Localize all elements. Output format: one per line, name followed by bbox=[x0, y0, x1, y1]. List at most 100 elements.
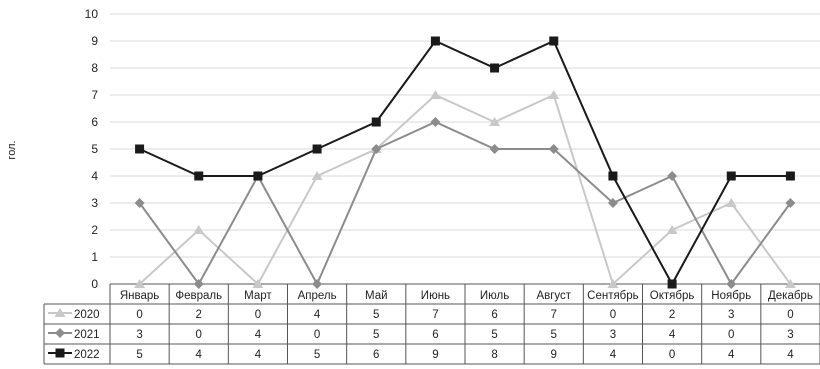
y-tick-label: 0 bbox=[91, 277, 98, 291]
series-lines bbox=[134, 36, 796, 289]
x-category-label: Февраль bbox=[175, 290, 222, 302]
data-point bbox=[194, 171, 204, 181]
table-cell-value: 7 bbox=[551, 309, 557, 321]
data-point bbox=[252, 279, 264, 288]
x-category-label: Ноябрь bbox=[711, 290, 751, 302]
data-point bbox=[371, 117, 381, 127]
x-category-label: Июнь bbox=[421, 290, 450, 302]
data-point bbox=[607, 279, 619, 288]
data-point bbox=[489, 144, 500, 154]
legend-series-name: 2022 bbox=[74, 349, 100, 361]
data-point bbox=[667, 279, 677, 289]
y-tick-label: 9 bbox=[91, 34, 98, 48]
data-table: Январь Февраль Март Апрель Май Июнь Июль Август… bbox=[43, 283, 820, 365]
table-cell-value: 0 bbox=[669, 349, 675, 361]
y-axis-label: гол. bbox=[6, 140, 18, 159]
data-point bbox=[784, 279, 796, 288]
table-cell-value: 3 bbox=[787, 329, 793, 341]
legend-key-marker bbox=[55, 328, 65, 338]
data-point bbox=[548, 90, 560, 99]
table-cell-value: 4 bbox=[314, 309, 321, 321]
data-point bbox=[134, 198, 145, 208]
table-cell-value: 4 bbox=[728, 349, 735, 361]
data-point bbox=[726, 279, 737, 289]
y-tick-label: 3 bbox=[91, 196, 98, 210]
table-cell-value: 4 bbox=[669, 329, 676, 341]
series-line bbox=[138, 120, 792, 287]
y-tick-label: 1 bbox=[91, 250, 98, 264]
data-point bbox=[253, 171, 263, 181]
table-cell-value: 5 bbox=[373, 309, 379, 321]
table-cell-value: 5 bbox=[551, 329, 557, 341]
table-cell-value: 0 bbox=[787, 309, 793, 321]
y-tick-label: 10 bbox=[85, 7, 99, 21]
data-point bbox=[430, 36, 440, 46]
y-tick-label: 2 bbox=[91, 223, 98, 237]
series-2021 bbox=[134, 117, 796, 289]
table-cell-value: 0 bbox=[136, 309, 142, 321]
data-point bbox=[490, 63, 500, 73]
data-point bbox=[608, 171, 618, 181]
data-point bbox=[312, 279, 323, 289]
data-point bbox=[193, 279, 204, 289]
y-tick-label: 8 bbox=[91, 61, 98, 75]
data-point bbox=[135, 144, 145, 154]
table-cell-value: 5 bbox=[373, 329, 379, 341]
data-point bbox=[549, 36, 559, 46]
data-point bbox=[134, 279, 146, 288]
table-cell-value: 4 bbox=[787, 349, 794, 361]
x-category-label: Март bbox=[244, 290, 272, 302]
data-point bbox=[666, 225, 678, 234]
table-cell-value: 6 bbox=[491, 309, 497, 321]
x-category-label: Сентябрь bbox=[587, 290, 639, 302]
table-cell-value: 0 bbox=[255, 309, 261, 321]
table-cell-value: 5 bbox=[136, 349, 142, 361]
table-cell-value: 8 bbox=[491, 349, 497, 361]
x-category-label: Июль bbox=[480, 290, 509, 302]
table-cell-value: 0 bbox=[314, 329, 320, 341]
data-point bbox=[371, 144, 382, 154]
series-line bbox=[138, 93, 792, 286]
y-tick-label: 6 bbox=[91, 115, 98, 129]
data-point bbox=[548, 144, 559, 154]
data-point bbox=[607, 198, 618, 208]
table-cell-value: 4 bbox=[255, 349, 262, 361]
table-cell-value: 3 bbox=[610, 329, 616, 341]
table-cell-value: 2 bbox=[669, 309, 675, 321]
legend-series-name: 2021 bbox=[74, 329, 100, 341]
legend-series-name: 2020 bbox=[74, 309, 100, 321]
table-cell-value: 5 bbox=[491, 329, 497, 341]
data-point bbox=[311, 171, 323, 180]
legend-key-marker bbox=[54, 308, 66, 317]
data-point bbox=[667, 171, 678, 181]
data-point bbox=[193, 225, 205, 234]
table-cell-value: 0 bbox=[196, 329, 202, 341]
table-cell-value: 3 bbox=[728, 309, 734, 321]
data-point bbox=[785, 198, 796, 208]
x-category-label: Декабрь bbox=[768, 290, 813, 302]
table-cell-value: 4 bbox=[196, 349, 203, 361]
x-category-label: Май bbox=[365, 290, 388, 302]
y-tick-label: 7 bbox=[91, 88, 98, 102]
series-2020 bbox=[134, 90, 796, 288]
table-cell-value: 9 bbox=[551, 349, 557, 361]
x-category-label: Октябрь bbox=[650, 290, 695, 302]
y-tick-label: 5 bbox=[91, 142, 98, 156]
table-cell-value: 9 bbox=[432, 349, 438, 361]
data-point bbox=[312, 144, 322, 154]
table-cell-value: 0 bbox=[728, 329, 734, 341]
data-point bbox=[726, 171, 736, 181]
series-line bbox=[139, 39, 791, 287]
table-cell-value: 2 bbox=[196, 309, 202, 321]
table-cell-value: 6 bbox=[432, 329, 438, 341]
table-cell-value: 5 bbox=[314, 349, 320, 361]
x-category-label: Август bbox=[536, 290, 571, 302]
series-2022 bbox=[135, 36, 795, 289]
y-tick-label: 4 bbox=[91, 169, 98, 183]
table-cell-value: 0 bbox=[610, 309, 616, 321]
x-category-label: Январь bbox=[120, 290, 159, 302]
data-point bbox=[725, 198, 737, 207]
x-category-label: Апрель bbox=[298, 290, 337, 302]
data-point bbox=[785, 171, 795, 181]
